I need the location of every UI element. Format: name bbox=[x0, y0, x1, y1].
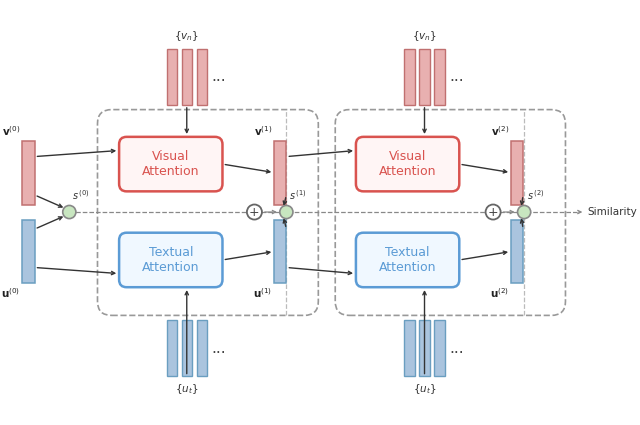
Bar bbox=[511, 141, 523, 204]
Bar bbox=[419, 48, 429, 105]
Text: ...: ... bbox=[211, 341, 226, 356]
Bar bbox=[166, 48, 177, 105]
Circle shape bbox=[63, 205, 76, 218]
Text: Attention: Attention bbox=[142, 261, 200, 274]
Bar bbox=[435, 48, 445, 105]
Text: Visual: Visual bbox=[389, 150, 426, 163]
Text: ...: ... bbox=[449, 341, 463, 356]
Bar bbox=[435, 320, 445, 377]
Bar bbox=[182, 48, 192, 105]
Text: Attention: Attention bbox=[379, 165, 436, 178]
Text: ...: ... bbox=[449, 69, 463, 84]
Bar bbox=[22, 220, 35, 283]
Circle shape bbox=[280, 205, 293, 218]
Text: $\mathbf{u}^{(1)}$: $\mathbf{u}^{(1)}$ bbox=[253, 286, 272, 300]
Text: $\{v_n\}$: $\{v_n\}$ bbox=[412, 29, 437, 43]
Text: $\{u_t\}$: $\{u_t\}$ bbox=[175, 382, 198, 396]
Bar bbox=[196, 48, 207, 105]
Text: Visual: Visual bbox=[152, 150, 189, 163]
Text: $\mathbf{u}^{(0)}$: $\mathbf{u}^{(0)}$ bbox=[1, 286, 20, 300]
Text: $s^{\,(2)}$: $s^{\,(2)}$ bbox=[527, 188, 545, 202]
Bar bbox=[419, 320, 429, 377]
Text: +: + bbox=[488, 206, 499, 218]
Bar bbox=[404, 320, 415, 377]
Bar bbox=[196, 320, 207, 377]
Text: +: + bbox=[249, 206, 260, 218]
Text: $\mathbf{v}^{(1)}$: $\mathbf{v}^{(1)}$ bbox=[254, 124, 272, 138]
Circle shape bbox=[486, 204, 500, 220]
Bar bbox=[404, 48, 415, 105]
Text: $\{u_t\}$: $\{u_t\}$ bbox=[413, 382, 436, 396]
Text: $\mathbf{v}^{(2)}$: $\mathbf{v}^{(2)}$ bbox=[491, 124, 509, 138]
FancyBboxPatch shape bbox=[119, 137, 223, 191]
Bar bbox=[182, 320, 192, 377]
Text: Textual: Textual bbox=[385, 246, 430, 259]
Text: Similarity: Similarity bbox=[587, 207, 637, 217]
Text: ...: ... bbox=[211, 69, 226, 84]
Bar bbox=[511, 220, 523, 283]
Text: $s^{\,(0)}$: $s^{\,(0)}$ bbox=[72, 188, 90, 202]
FancyBboxPatch shape bbox=[119, 233, 223, 287]
Bar bbox=[274, 141, 286, 204]
Text: Textual: Textual bbox=[148, 246, 193, 259]
Bar bbox=[274, 220, 286, 283]
Text: $s^{\,(1)}$: $s^{\,(1)}$ bbox=[289, 188, 307, 202]
Circle shape bbox=[518, 205, 531, 218]
Bar bbox=[22, 141, 35, 204]
Text: Attention: Attention bbox=[379, 261, 436, 274]
Text: $\mathbf{v}^{(0)}$: $\mathbf{v}^{(0)}$ bbox=[2, 124, 20, 138]
Text: $\mathbf{u}^{(2)}$: $\mathbf{u}^{(2)}$ bbox=[490, 286, 509, 300]
Text: $\{v_n\}$: $\{v_n\}$ bbox=[174, 29, 199, 43]
Bar bbox=[166, 320, 177, 377]
FancyBboxPatch shape bbox=[356, 137, 460, 191]
FancyBboxPatch shape bbox=[356, 233, 460, 287]
Text: Attention: Attention bbox=[142, 165, 200, 178]
Circle shape bbox=[247, 204, 262, 220]
